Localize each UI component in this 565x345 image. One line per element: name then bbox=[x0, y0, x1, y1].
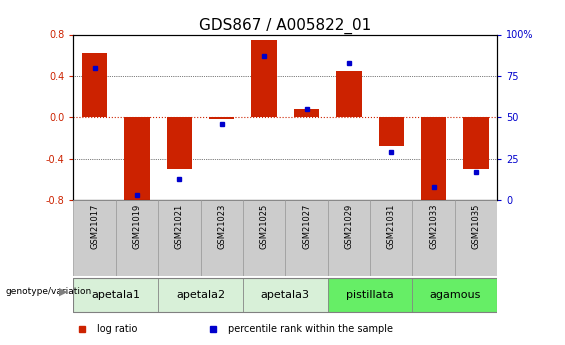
Bar bbox=[251, 40, 277, 117]
Text: genotype/variation: genotype/variation bbox=[6, 287, 92, 296]
Bar bbox=[463, 117, 489, 169]
Bar bbox=[243, 278, 328, 312]
Bar bbox=[412, 200, 455, 276]
Title: GDS867 / A005822_01: GDS867 / A005822_01 bbox=[199, 18, 371, 34]
Text: GSM21029: GSM21029 bbox=[345, 204, 353, 249]
Text: ▶: ▶ bbox=[59, 287, 68, 296]
Text: percentile rank within the sample: percentile rank within the sample bbox=[228, 325, 393, 334]
Bar bbox=[336, 71, 362, 117]
Text: GSM21021: GSM21021 bbox=[175, 204, 184, 249]
Bar bbox=[73, 200, 116, 276]
Bar bbox=[82, 53, 107, 117]
Bar bbox=[167, 117, 192, 169]
Bar bbox=[379, 117, 404, 146]
Text: GSM21019: GSM21019 bbox=[133, 204, 141, 249]
Text: apetala2: apetala2 bbox=[176, 290, 225, 300]
Text: apetala1: apetala1 bbox=[92, 290, 140, 300]
Bar bbox=[73, 278, 158, 312]
Text: GSM21027: GSM21027 bbox=[302, 204, 311, 249]
Bar bbox=[243, 200, 285, 276]
Bar bbox=[455, 200, 497, 276]
Text: apetala3: apetala3 bbox=[261, 290, 310, 300]
Text: GSM21023: GSM21023 bbox=[218, 204, 226, 249]
Bar bbox=[124, 117, 150, 202]
Bar bbox=[421, 117, 446, 202]
Bar bbox=[158, 200, 201, 276]
Text: GSM21033: GSM21033 bbox=[429, 204, 438, 249]
Bar bbox=[285, 200, 328, 276]
Text: GSM21035: GSM21035 bbox=[472, 204, 480, 249]
Bar bbox=[158, 278, 243, 312]
Text: GSM21031: GSM21031 bbox=[387, 204, 396, 249]
Bar bbox=[209, 117, 234, 119]
Text: GSM21025: GSM21025 bbox=[260, 204, 268, 249]
Text: agamous: agamous bbox=[429, 290, 480, 300]
Bar bbox=[116, 200, 158, 276]
Text: GSM21017: GSM21017 bbox=[90, 204, 99, 249]
Bar bbox=[328, 200, 370, 276]
Text: pistillata: pistillata bbox=[346, 290, 394, 300]
Bar bbox=[370, 200, 412, 276]
Bar bbox=[328, 278, 412, 312]
Bar bbox=[201, 200, 243, 276]
Bar bbox=[412, 278, 497, 312]
Bar bbox=[294, 109, 319, 117]
Text: log ratio: log ratio bbox=[97, 325, 137, 334]
